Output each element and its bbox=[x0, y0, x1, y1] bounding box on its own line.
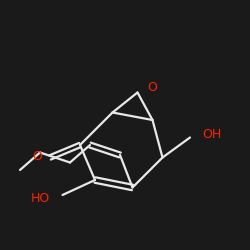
Text: O: O bbox=[148, 81, 158, 94]
Text: HO: HO bbox=[31, 192, 50, 205]
Text: O: O bbox=[32, 150, 42, 163]
Text: OH: OH bbox=[202, 128, 222, 141]
